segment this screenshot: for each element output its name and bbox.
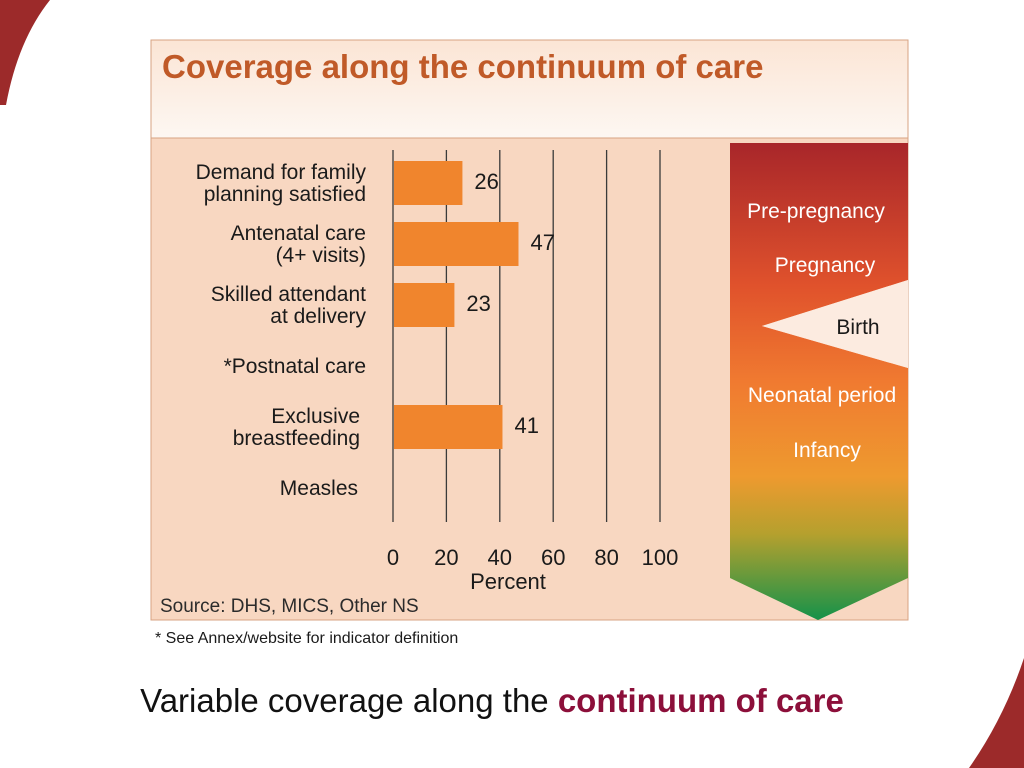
- category-label-line: planning satisfied: [204, 183, 366, 206]
- category-label-line: at delivery: [270, 305, 366, 328]
- stage-pre-pregnancy: Pre-pregnancy: [747, 200, 885, 223]
- x-tick-label: 80: [594, 545, 618, 570]
- category-label: *Postnatal care: [224, 355, 366, 378]
- category-label-line: Exclusive: [271, 405, 360, 428]
- category-label: Antenatal care (4+ visits): [231, 222, 366, 267]
- birth-notch: [762, 280, 908, 368]
- bar: [394, 405, 503, 449]
- x-tick-label: 60: [541, 545, 565, 570]
- source-note: Source: DHS, MICS, Other NS: [160, 596, 419, 617]
- stage-infancy: Infancy: [793, 439, 861, 462]
- stage-arrow: [730, 143, 908, 620]
- stage-neonatal-period: Neonatal period: [748, 384, 896, 407]
- corner-decoration-bottom-right: [969, 658, 1024, 768]
- bar: [394, 222, 519, 266]
- chart-title: Coverage along the continuum of care: [162, 48, 763, 85]
- grid-layer: [392, 150, 661, 522]
- caption-text: Variable coverage along the: [140, 682, 558, 719]
- x-tick-label: 40: [488, 545, 512, 570]
- data-label: 23: [466, 291, 490, 316]
- category-label-line: Demand for family: [196, 161, 367, 184]
- x-tick-labels: 0 20 40 60 80 100: [387, 545, 678, 570]
- corner-decoration-top-left: [0, 0, 50, 105]
- title-band: [150, 39, 909, 139]
- category-label-line: (4+ visits): [276, 244, 366, 267]
- category-label: Measles: [280, 477, 358, 500]
- category-labels: Demand for family planning satisfied Anten…: [196, 161, 367, 500]
- data-label: 47: [530, 230, 554, 255]
- caption-highlight: continuum of care: [557, 682, 844, 719]
- slide-caption: Variable coverage along the continuum of…: [0, 682, 984, 720]
- x-axis-label: Percent: [470, 569, 546, 594]
- x-tick-label: 0: [387, 545, 399, 570]
- data-label: 41: [514, 413, 538, 438]
- category-label: Skilled attendant at delivery: [211, 283, 367, 328]
- bar: [394, 161, 463, 205]
- category-label-line: Measles: [280, 477, 358, 500]
- category-label-line: *Postnatal care: [224, 355, 366, 378]
- category-label-line: Skilled attendant: [211, 283, 366, 306]
- category-label-line: breastfeeding: [233, 427, 360, 450]
- x-tick-label: 100: [642, 545, 679, 570]
- x-tick-label: 20: [434, 545, 458, 570]
- bar-layer: 26 47 23 41: [394, 161, 555, 449]
- category-label: Demand for family planning satisfied: [196, 161, 367, 206]
- bar: [394, 283, 455, 327]
- category-label-line: Antenatal care: [231, 222, 366, 245]
- data-label: 26: [474, 169, 498, 194]
- stage-pregnancy: Pregnancy: [775, 254, 876, 277]
- category-label: Exclusive breastfeeding: [233, 405, 360, 450]
- footnote: * See Annex/website for indicator defini…: [155, 630, 458, 647]
- stage-birth: Birth: [836, 316, 879, 339]
